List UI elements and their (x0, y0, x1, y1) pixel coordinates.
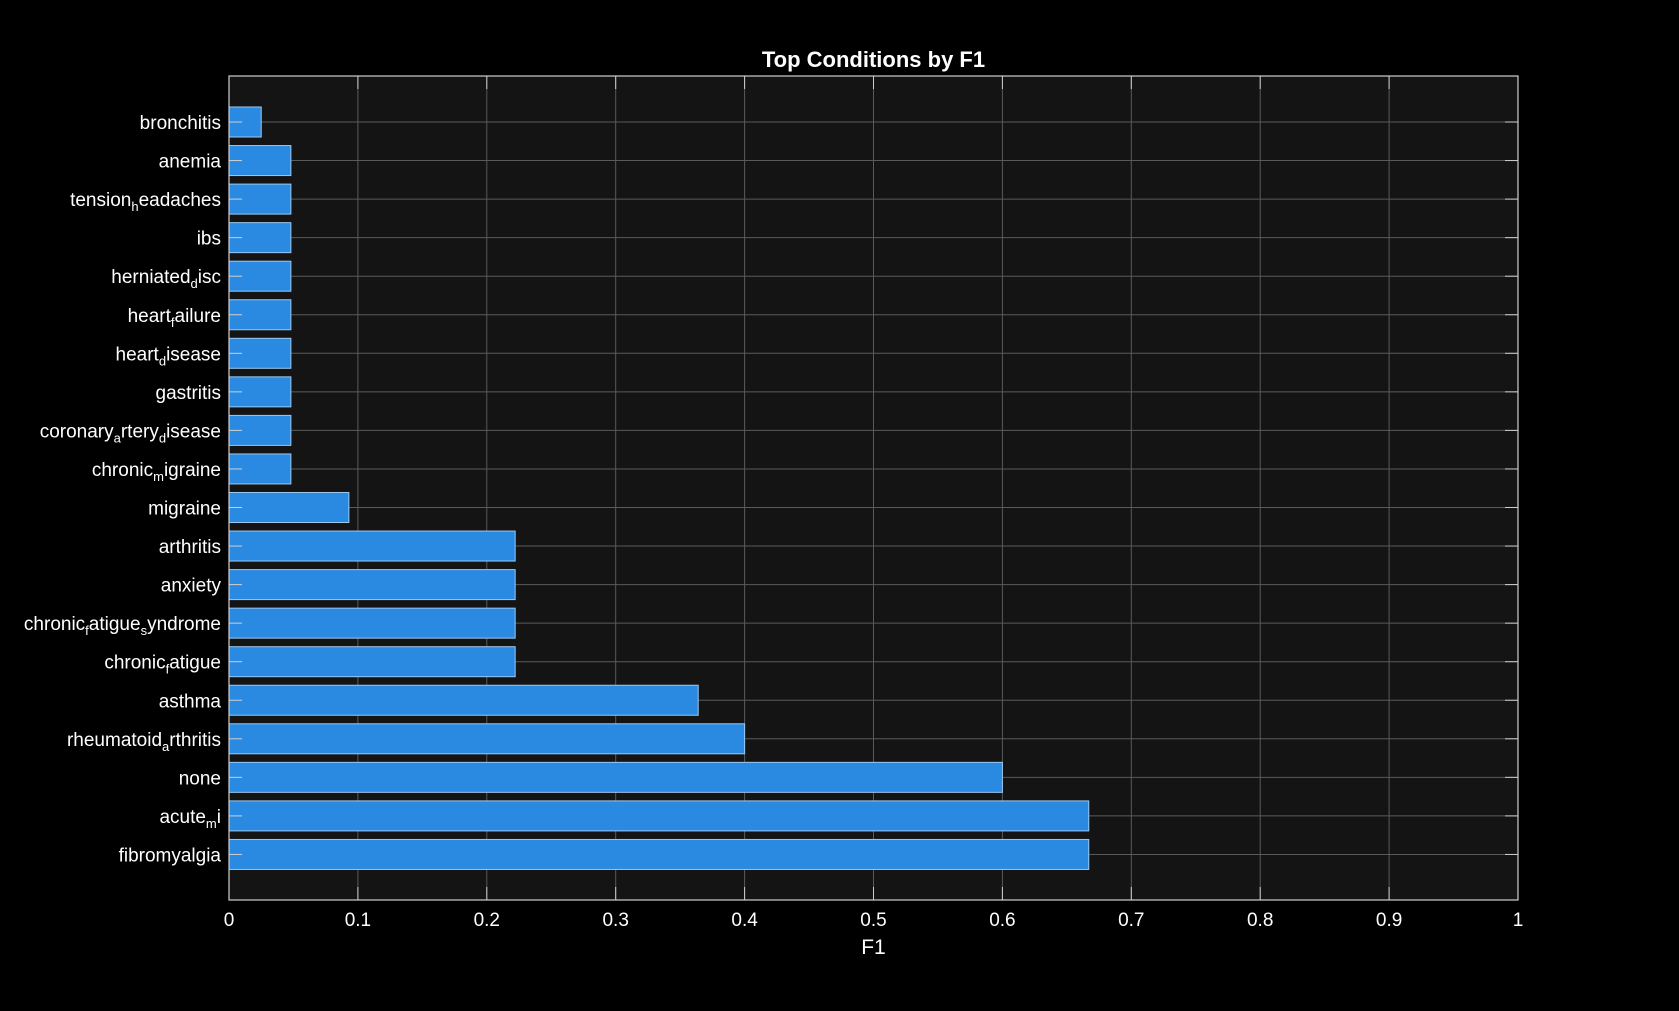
x-tick-label: 0.4 (731, 910, 758, 931)
y-tick-label: arthritis (159, 537, 221, 558)
y-tick-labels: bronchitis anemia tensionheadaches ibs herni… (24, 113, 222, 866)
y-tick-label: chronicmigraine (92, 460, 221, 484)
x-tick-label: 0.5 (860, 910, 886, 931)
y-tick-label: fibromyalgia (119, 845, 222, 866)
chart-title: Top Conditions by F1 (762, 47, 985, 72)
bars (228, 106, 1090, 870)
y-tick-label: migraine (148, 499, 221, 520)
y-tick-label: rheumatoidarthritis (67, 730, 221, 754)
bar (228, 530, 516, 562)
bar (228, 607, 516, 639)
bar (228, 569, 516, 601)
bar (228, 800, 1090, 832)
y-tick-label: ibs (197, 229, 221, 250)
x-tick-label: 0.9 (1376, 910, 1402, 931)
x-tick-label: 0.1 (345, 910, 371, 931)
y-tick-label: heartfailure (128, 306, 221, 330)
bar (228, 684, 699, 716)
axis-ticks (228, 76, 1519, 900)
y-tick-label: none (179, 768, 221, 789)
x-tick-label: 0.7 (1118, 910, 1144, 931)
bar (228, 761, 1003, 793)
y-tick-label: acutemi (159, 807, 221, 831)
y-tick-label: herniateddisc (111, 267, 221, 291)
bar (228, 723, 746, 755)
y-tick-label: chronicfatiguesyndrome (24, 614, 221, 638)
bar (228, 492, 350, 523)
x-tick-label: 0.3 (602, 910, 628, 931)
x-tick-label: 1 (1513, 910, 1524, 931)
y-tick-label: tensionheadaches (70, 190, 221, 214)
y-tick-label: anxiety (161, 576, 222, 597)
x-tick-label: 0 (224, 910, 235, 931)
x-axis-label: F1 (861, 936, 886, 959)
bar (228, 838, 1090, 870)
x-tick-label: 0.6 (989, 910, 1015, 931)
grid-lines (228, 76, 1519, 900)
y-tick-label: chronicfatigue (104, 653, 221, 677)
y-tick-label: anemia (159, 152, 222, 173)
y-tick-label: coronaryarterydisease (40, 421, 221, 445)
x-tick-labels: 0 0.1 0.2 0.3 0.4 0.5 0.6 0.7 0.8 0.9 1 (224, 910, 1524, 931)
plot-frame (228, 75, 1519, 901)
y-tick-label: gastritis (156, 383, 221, 404)
x-tick-label: 0.8 (1247, 910, 1273, 931)
bar (228, 646, 516, 678)
x-tick-label: 0.2 (474, 910, 500, 931)
y-tick-label: bronchitis (140, 113, 221, 134)
y-tick-label: asthma (159, 691, 222, 712)
y-tick-label: heartdisease (116, 344, 221, 368)
